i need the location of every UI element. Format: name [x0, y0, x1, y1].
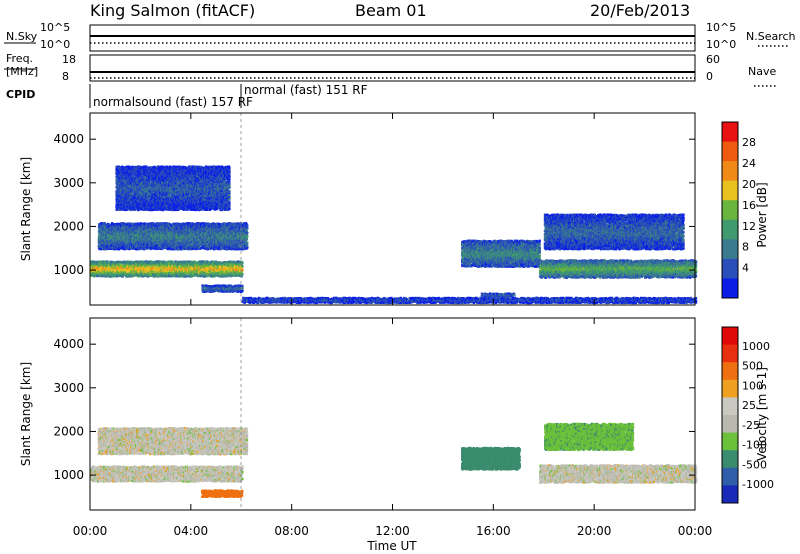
beam-title: Beam 01 [355, 1, 427, 20]
nave-tick-top: 60 [706, 53, 720, 66]
cpid-label: CPID [6, 88, 35, 101]
date-title: 20/Feb/2013 [590, 1, 690, 20]
cpid-segment-2: normal (fast) 151 RF [244, 83, 368, 97]
freq-panel-frame [90, 55, 695, 81]
noise-tick-right-bottom: 10^0 [706, 38, 736, 51]
noise-tick-left-top: 10^5 [40, 21, 70, 34]
nave-label: Nave [748, 65, 776, 78]
noise-tick-left-bottom: 10^0 [40, 38, 70, 51]
cpid-segment-1: normalsound (fast) 157 RF [93, 95, 253, 109]
freq-tick-bottom: 8 [62, 70, 69, 83]
station-title: King Salmon (fitACF) [90, 1, 255, 20]
noise-panel-frame [90, 25, 695, 51]
freq-unit-label: [MHz] [6, 65, 38, 78]
freq-tick-top: 18 [62, 53, 76, 66]
freq-label: Freq. [6, 52, 33, 65]
nsky-label: N.Sky [6, 30, 38, 43]
nsearch-label: N.Search [746, 30, 796, 43]
noise-tick-right-top: 10^5 [706, 21, 736, 34]
radar-figure: King Salmon (fitACF) Beam 01 20/Feb/2013… [0, 0, 800, 554]
nave-tick-bottom: 0 [706, 70, 713, 83]
